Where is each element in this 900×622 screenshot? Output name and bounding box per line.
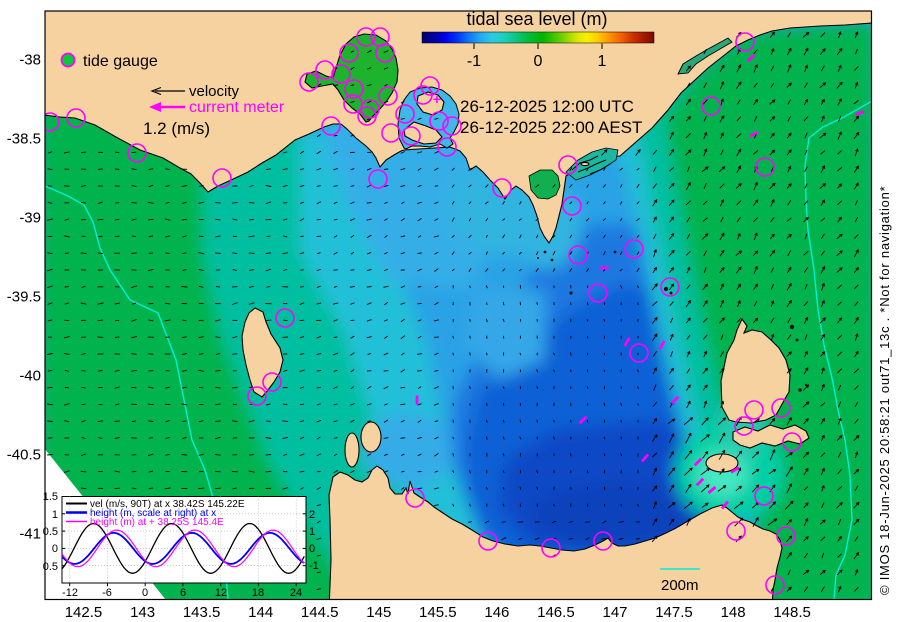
svg-text:1: 1 — [52, 509, 58, 521]
svg-text:147.5: 147.5 — [655, 604, 693, 621]
svg-text:26-12-2025 12:00 UTC: 26-12-2025 12:00 UTC — [460, 97, 634, 116]
svg-text:height (m, scale at right) at: height (m, scale at right) at x — [90, 508, 216, 519]
svg-text:6: 6 — [180, 587, 186, 599]
svg-text:145: 145 — [366, 604, 391, 621]
svg-text:velocity: velocity — [189, 83, 240, 100]
svg-text:0: 0 — [309, 543, 315, 555]
svg-text:tidal sea level (m): tidal sea level (m) — [466, 9, 607, 29]
svg-text:-1: -1 — [467, 53, 481, 70]
svg-text:-1: -1 — [309, 560, 319, 572]
svg-text:144: 144 — [248, 604, 273, 621]
svg-text:vel (m/s, 90T) at x 38.42S 145: vel (m/s, 90T) at x 38.42S 145.22E — [90, 499, 245, 510]
svg-text:146: 146 — [484, 604, 509, 621]
svg-text:-6: -6 — [102, 587, 112, 599]
svg-text:-38: -38 — [19, 52, 41, 69]
svg-text:© IMOS 18-Jun-2025 20:58:21 ou: © IMOS 18-Jun-2025 20:58:21 out71_13c . … — [877, 186, 892, 595]
svg-text:143.5: 143.5 — [183, 604, 221, 621]
svg-text:-41: -41 — [19, 526, 41, 543]
svg-text:148.5: 148.5 — [773, 604, 811, 621]
svg-text:18: 18 — [252, 587, 264, 599]
svg-text:0.5: 0.5 — [43, 526, 58, 538]
svg-text:1.5: 1.5 — [43, 491, 58, 503]
svg-text:0.5: 0.5 — [43, 561, 58, 573]
svg-text:2: 2 — [309, 509, 315, 521]
svg-text:24: 24 — [290, 587, 302, 599]
svg-text:147: 147 — [602, 604, 627, 621]
svg-text:current meter: current meter — [189, 99, 285, 116]
svg-text:144.5: 144.5 — [301, 604, 339, 621]
svg-text:tide gauge: tide gauge — [83, 53, 158, 70]
svg-text:148: 148 — [721, 604, 746, 621]
svg-text:143: 143 — [130, 604, 155, 621]
svg-text:-40.5: -40.5 — [7, 447, 41, 464]
svg-text:-40: -40 — [19, 368, 41, 385]
svg-text:142.5: 142.5 — [65, 604, 103, 621]
svg-text:0: 0 — [52, 543, 58, 555]
svg-text:0: 0 — [534, 53, 543, 70]
svg-text:height (m) at + 38.25S 145.4E: height (m) at + 38.25S 145.4E — [90, 517, 224, 528]
svg-text:12: 12 — [215, 587, 227, 599]
svg-text:146.5: 146.5 — [537, 604, 575, 621]
svg-text:26-12-2025 22:00 AEST: 26-12-2025 22:00 AEST — [460, 118, 642, 137]
svg-text:200m: 200m — [661, 577, 699, 594]
svg-text:1: 1 — [309, 526, 315, 538]
svg-text:0: 0 — [142, 587, 148, 599]
svg-text:-38.5: -38.5 — [7, 131, 41, 148]
svg-text:-39.5: -39.5 — [7, 289, 41, 306]
svg-text:1.2 (m/s): 1.2 (m/s) — [143, 119, 210, 138]
svg-text:145.5: 145.5 — [419, 604, 457, 621]
svg-text:+: + — [433, 91, 441, 107]
svg-text:1: 1 — [598, 53, 607, 70]
svg-text:-12: -12 — [62, 587, 78, 599]
svg-text:-39: -39 — [19, 210, 41, 227]
